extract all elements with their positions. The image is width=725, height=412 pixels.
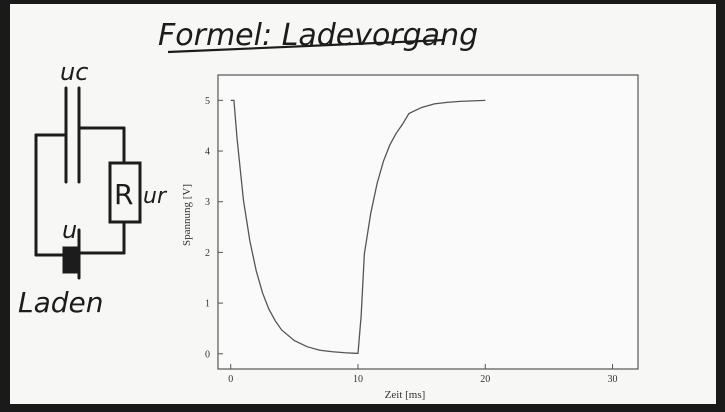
source-voltage-label: u [62, 216, 77, 244]
page-title: Formel: Ladevorgang [158, 18, 478, 53]
circuit-diagram [34, 86, 142, 280]
x-tick-label: 20 [480, 374, 490, 385]
y-tick-label: 3 [205, 197, 210, 208]
resistor-label: R [114, 178, 133, 211]
y-axis-label: Spannung [V] [181, 184, 193, 246]
resistor-box [108, 161, 142, 224]
x-tick-label: 30 [608, 374, 618, 385]
y-tick-label: 0 [205, 349, 210, 360]
x-tick-label: 0 [228, 374, 233, 385]
y-axis-ticks: 0 1 2 3 4 5 [205, 96, 223, 360]
x-axis-label: Zeit [ms] [385, 389, 426, 401]
x-axis-ticks: 0 10 20 30 [228, 364, 618, 385]
title-underline [167, 38, 446, 54]
y-tick-label: 1 [205, 299, 210, 310]
y-tick-label: 4 [205, 147, 210, 158]
capacitor-voltage-label: uc [60, 58, 88, 86]
plot-frame [217, 74, 639, 370]
resistor-voltage-label: ur [143, 184, 168, 209]
circuit-caption: Laden [18, 286, 104, 319]
y-tick-label: 2 [205, 248, 210, 259]
x-tick-label: 10 [353, 374, 363, 385]
voltage-plot: 0 10 20 30 0 1 2 3 4 5 Zeit [ms] Spannung [V] [181, 74, 639, 401]
y-tick-label: 5 [205, 96, 210, 107]
series-line [230, 99, 486, 354]
voltage-source [62, 246, 78, 274]
